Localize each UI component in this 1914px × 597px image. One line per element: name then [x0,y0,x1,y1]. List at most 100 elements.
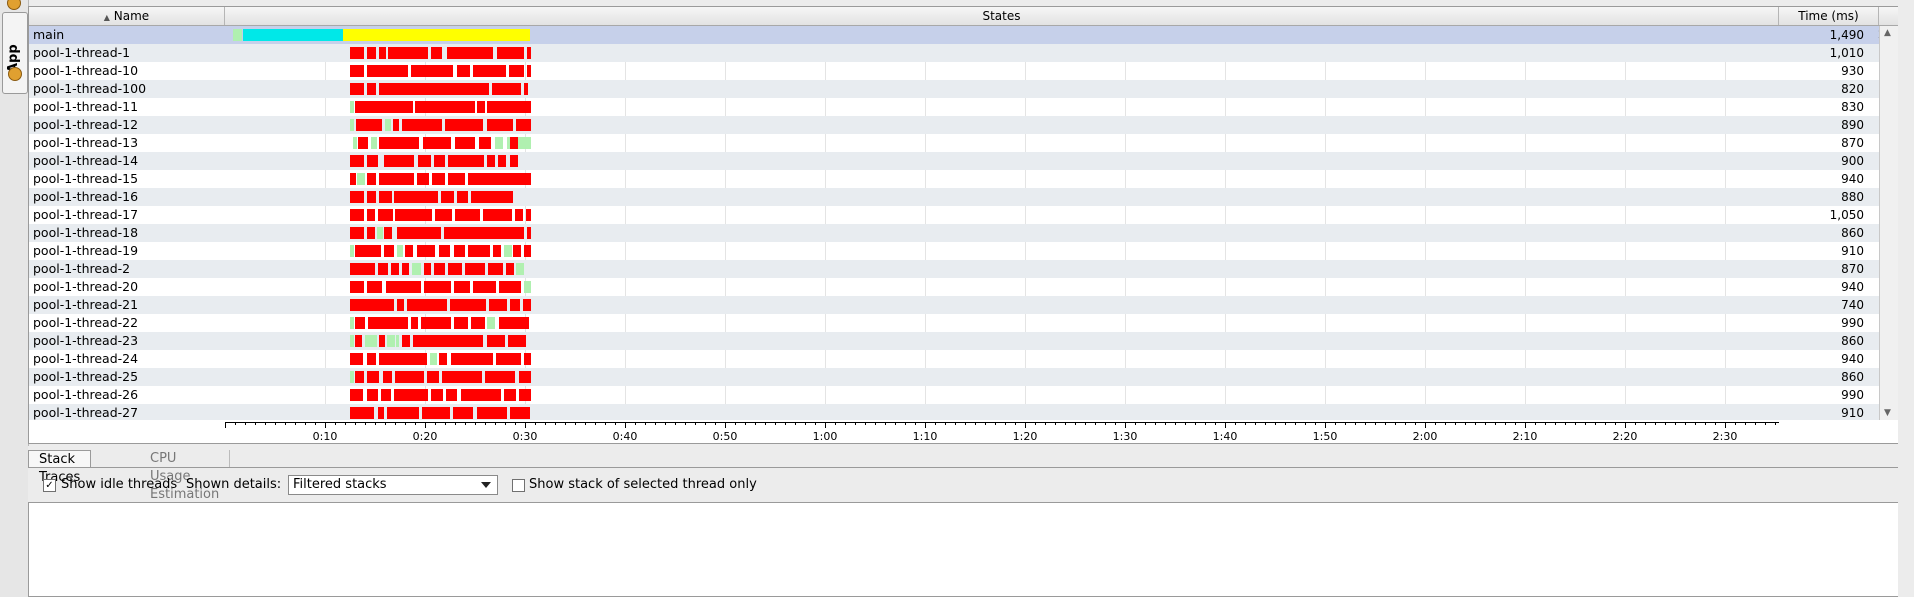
thread-time-percent: 1 % [1829,404,1879,420]
thread-state-segment [504,245,512,257]
thread-row[interactable]: pool-1-thread-24 9401 % [29,350,1879,368]
ruler-tick [595,422,596,425]
thread-row[interactable]: pool-1-thread-14 9001 % [29,152,1879,170]
ruler-tick [1565,422,1566,425]
ruler-tick [1605,422,1606,425]
ruler-tick [415,422,416,425]
thread-row[interactable]: main 1,4902 % [29,26,1879,45]
thread-state-segment [527,47,531,59]
ruler-tick [965,422,966,425]
thread-state-segment [243,29,343,41]
thread-time: 1,490 [1829,28,1864,42]
thread-row[interactable]: pool-1-thread-11 8301 % [29,98,1879,116]
vertical-scrollbar[interactable]: ▲ ▼ [1879,26,1898,420]
ruler-tick [1265,422,1266,425]
scroll-up-icon[interactable]: ▲ [1884,28,1891,38]
thread-state-segment [387,335,395,347]
shown-details-combobox[interactable]: Filtered stacks [288,475,498,495]
thread-row[interactable]: pool-1-thread-10 9301 % [29,62,1879,80]
thread-state-segment [350,101,354,113]
ruler-tick [1275,422,1276,425]
ruler-tick [295,422,296,425]
ruler-tick [1725,422,1726,428]
show-idle-threads-checkbox[interactable]: ✓ [43,479,56,492]
thread-name: pool-1-thread-26 [33,387,139,402]
thread-row[interactable]: pool-1-thread-17 1,0501 % [29,206,1879,224]
ruler-tick [1255,422,1256,425]
ruler-tick [1125,422,1126,428]
name-column-header[interactable]: ▲ Name [29,7,225,25]
thread-row[interactable]: pool-1-thread-15 9401 % [29,170,1879,188]
thread-state-segment [350,47,364,59]
thread-name: pool-1-thread-14 [33,153,139,168]
ruler-tick [1435,422,1436,425]
thread-row[interactable]: pool-1-thread-16 8801 % [29,188,1879,206]
ruler-tick [1505,422,1506,425]
ruler-tick [755,422,756,425]
thread-state-segment [527,227,531,239]
thread-row[interactable]: pool-1-thread-1 1,0101 % [29,44,1879,62]
thread-state-segment [439,353,447,365]
thread-state-segment [388,47,428,59]
thread-row[interactable]: pool-1-thread-25 8601 % [29,368,1879,386]
thread-state-segment [365,335,377,347]
tab-cpu-usage-estimation[interactable]: CPU Usage Estimation [140,450,231,502]
thread-state-segment [394,389,428,401]
ruler-tick [1385,422,1386,425]
ruler-tick [675,422,676,425]
thread-row[interactable]: pool-1-thread-20 9401 % [29,278,1879,296]
thread-row[interactable]: pool-1-thread-22 9901 % [29,314,1879,332]
thread-state-segment [526,209,531,221]
ruler-tick [1615,422,1616,425]
thread-state-segment [447,47,493,59]
ruler-tick [405,422,406,425]
thread-state-segment [432,173,445,185]
ruler-tick [885,422,886,425]
thread-time: 900 [1841,154,1864,168]
thread-row[interactable]: pool-1-thread-23 8601 % [29,332,1879,350]
ruler-tick [1595,422,1596,425]
scroll-down-icon[interactable]: ▼ [1884,408,1891,418]
thread-row[interactable]: pool-1-thread-2 8701 % [29,260,1879,278]
thread-row[interactable]: pool-1-thread-26 9901 % [29,386,1879,404]
thread-row[interactable]: pool-1-thread-27 9101 % [29,404,1879,420]
thread-state-segment [524,83,528,95]
thread-row[interactable]: pool-1-thread-12 8901 % [29,116,1879,134]
thread-state-segment [439,245,450,257]
ruler-tick [1395,422,1396,425]
stack-traces-content[interactable] [28,502,1912,597]
thread-row[interactable]: pool-1-thread-19 9101 % [29,242,1879,260]
ruler-tick [1345,422,1346,425]
thread-state-segment [350,263,375,275]
thread-row[interactable]: pool-1-thread-21 7401 % [29,296,1879,314]
thread-time-percent: 1 % [1829,350,1879,368]
ruler-tick [1245,422,1246,425]
ruler-tick [385,422,386,425]
ruler-tick [1165,422,1166,425]
thread-state-segment [448,155,484,167]
ruler-tick [1285,422,1286,425]
time-column-header[interactable]: Time (ms) [1779,7,1879,25]
app-tab[interactable]: App [2,12,28,94]
thread-time-percent: 1 % [1829,62,1879,80]
thread-state-segment [488,263,503,275]
ruler-tick [1145,422,1146,425]
states-column-header[interactable]: States [225,7,1779,25]
thread-state-segment [423,137,451,149]
thread-state-segment [427,371,439,383]
thread-time: 910 [1841,244,1864,258]
thread-time-percent: 1 % [1829,170,1879,188]
thread-row[interactable]: pool-1-thread-18 8601 % [29,224,1879,242]
show-selected-only-checkbox[interactable] [512,479,525,492]
ruler-tick [1655,422,1656,425]
thread-row[interactable]: pool-1-thread-13 8701 % [29,134,1879,152]
tab-stack-traces[interactable]: Stack Traces [28,450,92,485]
ruler-tick [235,422,236,425]
timeline-ruler: 0:10 0:20 0:30 0:40 0:50 1:00 1:10 1:20 1:30 1:40… [225,420,1779,443]
thread-row[interactable]: pool-1-thread-100 8201 % [29,80,1879,98]
thread-state-segment [357,173,365,185]
ruler-tick-label: 2:30 [1712,430,1738,443]
thread-state-segment [524,281,531,293]
ruler-tick [1005,422,1006,425]
ruler-tick-label: 1:10 [912,430,938,443]
